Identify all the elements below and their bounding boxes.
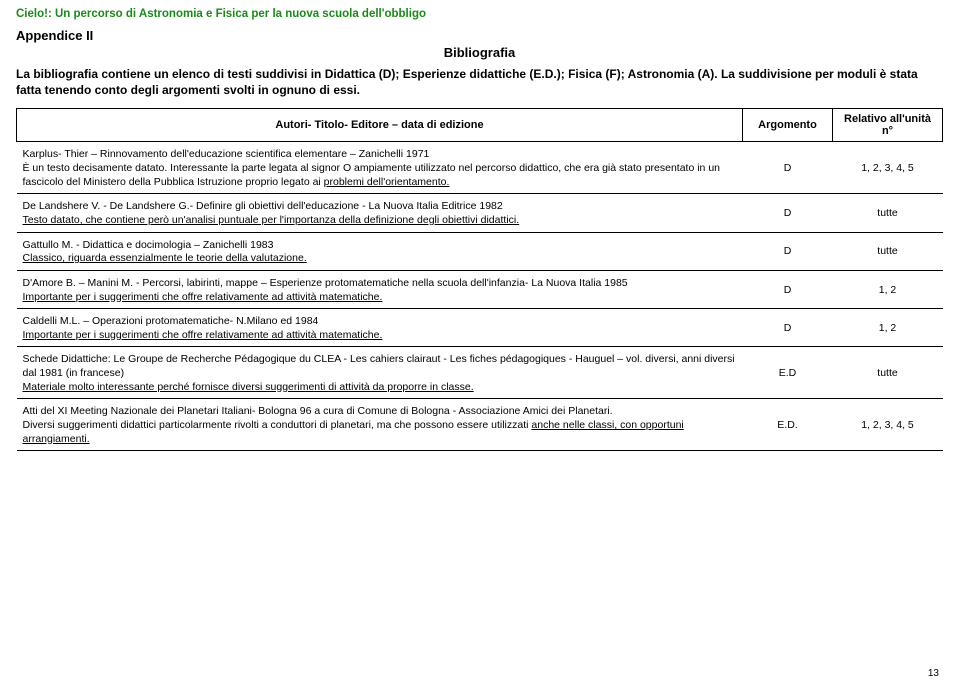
cell-main: Atti del XI Meeting Nazionale dei Planet… — [17, 399, 743, 451]
cell-main-lastline: Importante per i suggerimenti che offre … — [23, 291, 383, 303]
cell-main-text: Caldelli M.L. – Operazioni protomatemati… — [23, 315, 319, 327]
cell-unit: 1, 2, 3, 4, 5 — [833, 399, 943, 451]
cell-unit: tutte — [833, 194, 943, 232]
table-row: Schede Didattiche: Le Groupe de Recherch… — [17, 347, 943, 399]
cell-main-text: D'Amore B. – Manini M. - Percorsi, labir… — [23, 277, 628, 289]
table-header-row: Autori- Titolo- Editore – data di edizio… — [17, 109, 943, 142]
cell-main-lastline: Materiale molto interessante perché forn… — [23, 381, 474, 393]
table-body: Karplus- Thier – Rinnovamento dell'educa… — [17, 142, 943, 451]
cell-argomento: D — [743, 194, 833, 232]
table-row: De Landshere V. - De Landshere G.- Defin… — [17, 194, 943, 232]
col-header-main: Autori- Titolo- Editore – data di edizio… — [17, 109, 743, 142]
table-row: Caldelli M.L. – Operazioni protomatemati… — [17, 309, 943, 347]
cell-main-text: Gattullo M. - Didattica e docimologia – … — [23, 239, 274, 251]
col-header-arg: Argomento — [743, 109, 833, 142]
cell-main-text: Atti del XI Meeting Nazionale dei Planet… — [23, 405, 613, 431]
cell-main: D'Amore B. – Manini M. - Percorsi, labir… — [17, 270, 743, 308]
cell-main: Schede Didattiche: Le Groupe de Recherch… — [17, 347, 743, 399]
cell-main: Gattullo M. - Didattica e docimologia – … — [17, 232, 743, 270]
cell-argomento: E.D. — [743, 399, 833, 451]
cell-argomento: D — [743, 270, 833, 308]
col-header-unit: Relativo all'unità n° — [833, 109, 943, 142]
appendix-label: Appendice II — [16, 28, 943, 43]
cell-main-text: De Landshere V. - De Landshere G.- Defin… — [23, 200, 503, 212]
cell-unit: 1, 2 — [833, 309, 943, 347]
table-row: Gattullo M. - Didattica e docimologia – … — [17, 232, 943, 270]
cell-main: Karplus- Thier – Rinnovamento dell'educa… — [17, 142, 743, 194]
bibliography-table: Autori- Titolo- Editore – data di edizio… — [16, 108, 943, 451]
table-row: D'Amore B. – Manini M. - Percorsi, labir… — [17, 270, 943, 308]
cell-unit: tutte — [833, 232, 943, 270]
intro-paragraph: La bibliografia contiene un elenco di te… — [16, 66, 943, 98]
cell-argomento: D — [743, 232, 833, 270]
cell-argomento: D — [743, 142, 833, 194]
document-title: Cielo!: Un percorso di Astronomia e Fisi… — [16, 8, 943, 20]
cell-main: Caldelli M.L. – Operazioni protomatemati… — [17, 309, 743, 347]
cell-main-lastline: problemi dell'orientamento. — [324, 176, 450, 188]
cell-main-lastline: Classico, riguarda essenzialmente le teo… — [23, 252, 307, 264]
cell-unit: tutte — [833, 347, 943, 399]
table-row: Karplus- Thier – Rinnovamento dell'educa… — [17, 142, 943, 194]
cell-unit: 1, 2 — [833, 270, 943, 308]
table-row: Atti del XI Meeting Nazionale dei Planet… — [17, 399, 943, 451]
section-heading: Bibliografia — [16, 45, 943, 60]
cell-main: De Landshere V. - De Landshere G.- Defin… — [17, 194, 743, 232]
cell-argomento: D — [743, 309, 833, 347]
cell-main-text: Schede Didattiche: Le Groupe de Recherch… — [23, 353, 735, 379]
cell-unit: 1, 2, 3, 4, 5 — [833, 142, 943, 194]
cell-main-lastline: Importante per i suggerimenti che offre … — [23, 329, 383, 341]
cell-argomento: E.D — [743, 347, 833, 399]
page-number: 13 — [928, 668, 939, 679]
cell-main-lastline: Testo datato, che contiene però un'anali… — [23, 214, 520, 226]
